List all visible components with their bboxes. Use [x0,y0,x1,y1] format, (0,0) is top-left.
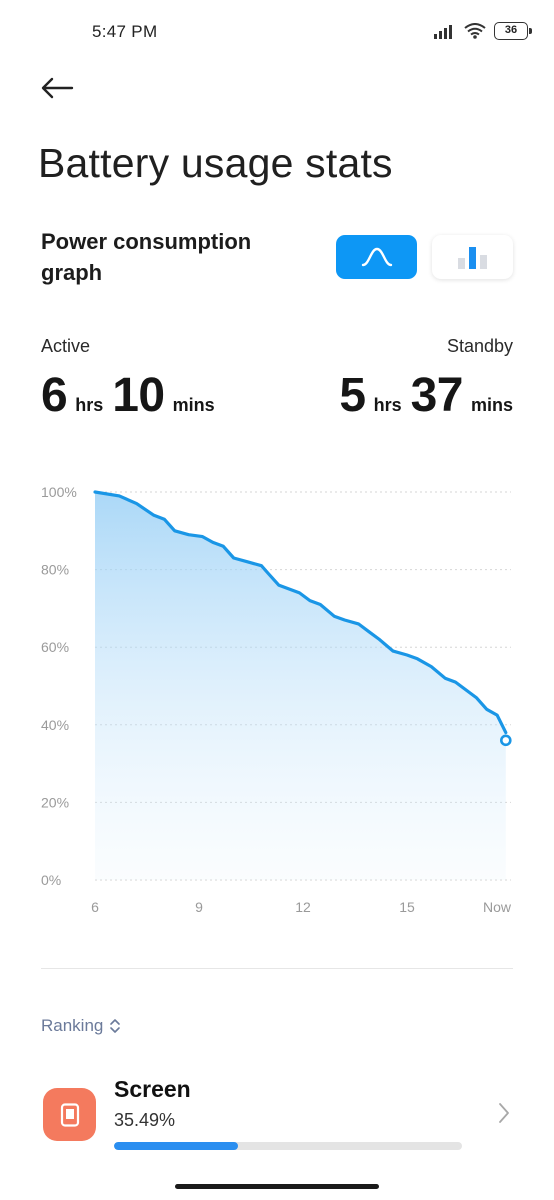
active-label: Active [41,336,91,356]
section-divider [41,968,513,969]
current-level-marker [499,734,512,747]
status-bar: 5:47 PM 36 [0,0,554,64]
page-title: Battery usage stats [38,140,393,186]
wifi-icon [464,23,486,39]
home-indicator[interactable] [175,1184,379,1189]
standby-duration: 5 hrs 37 mins [339,368,513,423]
app-usage-row[interactable]: Screen 35.49% [0,1070,554,1180]
bar-chart-icon [457,247,487,269]
x-tick-label: 6 [91,899,99,915]
x-tick-label: Now [483,899,512,915]
battery-area-fill [95,492,506,880]
back-button[interactable] [40,70,80,106]
graph-section-title: Power consumption graph [41,229,252,285]
curve-icon [361,247,392,267]
x-tick-label: 12 [295,899,311,915]
signal-icon [434,23,456,39]
power-consumption-chart[interactable]: 100% 80% 60% 40% 20% 0% 6 9 12 15 Now [0,470,554,930]
active-hours-unit: hrs [75,395,104,415]
standby-minutes: 37 [410,369,464,422]
bar-view-toggle[interactable] [432,235,513,279]
active-minutes: 10 [112,369,165,422]
standby-hours: 5 [339,369,366,422]
arrow-left-icon [41,77,74,99]
active-hours: 6 [41,369,68,422]
chevron-up-down-icon [110,1019,121,1033]
app-name: Screen [114,1076,191,1102]
chevron-right-icon [499,1103,509,1123]
active-minutes-unit: mins [172,395,215,415]
standby-hours-unit: hrs [373,395,402,415]
y-tick-label: 40% [41,717,69,733]
active-duration: 6 hrs 10 mins [41,368,215,423]
battery-level-line [93,490,508,735]
x-tick-label: 15 [399,899,415,915]
status-icons: 36 [434,22,532,40]
y-tick-label: 20% [41,794,69,810]
standby-label: Standby [446,336,513,356]
curve-view-toggle[interactable] [336,235,417,279]
y-tick-label: 80% [41,562,69,578]
screen-icon [43,1088,96,1141]
battery-icon: 36 [494,22,532,40]
y-tick-label: 60% [41,639,69,655]
y-tick-label: 0% [41,872,61,888]
x-tick-label: 9 [195,899,203,915]
standby-minutes-unit: mins [470,395,513,415]
status-time: 5:47 PM [92,22,158,41]
y-tick-label: 100% [41,484,77,500]
app-usage-progress [114,1142,462,1150]
app-usage-progress-fill [114,1142,238,1150]
ranking-sort-button[interactable]: Ranking [41,1016,121,1036]
ranking-label: Ranking [41,1016,104,1035]
app-percent: 35.49% [114,1110,176,1130]
